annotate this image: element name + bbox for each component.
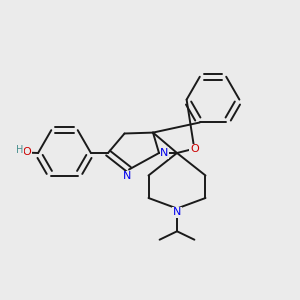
Text: N: N (173, 207, 181, 217)
Text: O: O (190, 144, 199, 154)
Text: N: N (160, 148, 169, 158)
Text: H: H (16, 145, 24, 155)
Text: N: N (122, 171, 131, 181)
Text: O: O (22, 147, 31, 157)
